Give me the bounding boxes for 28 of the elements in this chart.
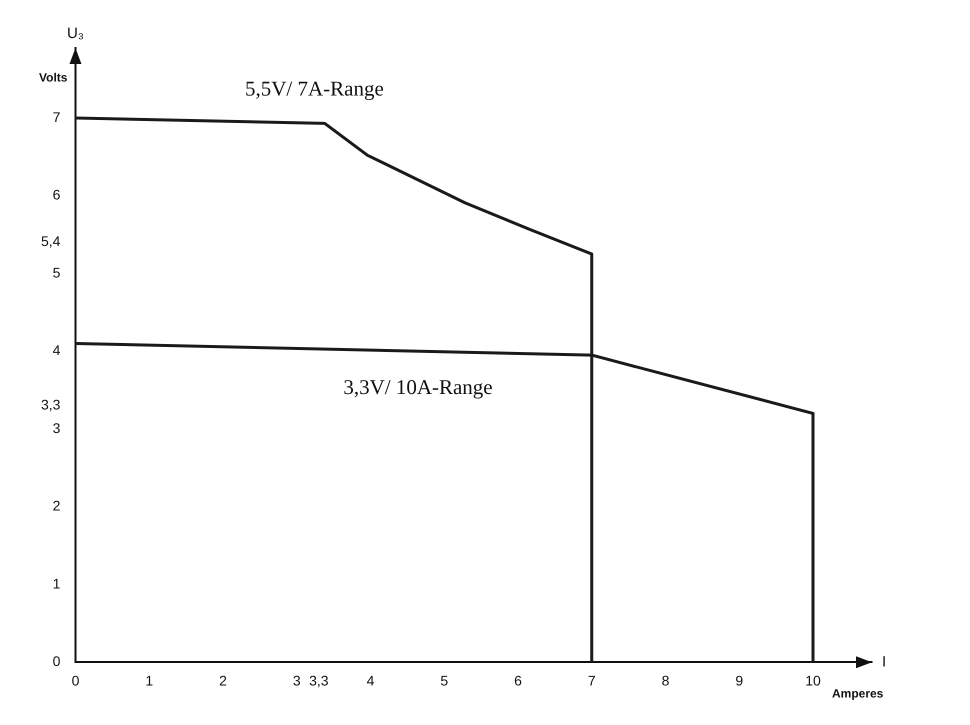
x-tick-label: 10 <box>805 672 821 688</box>
x-tick-label: 1 <box>145 672 154 688</box>
y-tick-label: 2 <box>52 498 61 514</box>
x-tick-label: 4 <box>366 672 375 688</box>
x-tick-label: 6 <box>514 672 522 688</box>
series-label: 5,5V/ 7A-Range <box>245 76 384 100</box>
y-tick-label: 4 <box>52 342 61 358</box>
x-tick-label: 9 <box>735 672 744 688</box>
x-axis-title: I <box>882 653 886 670</box>
y-axis-title: U₃ <box>66 25 84 42</box>
x-tick-label: 8 <box>662 672 670 688</box>
y-tick-label: 5,4 <box>40 233 61 250</box>
x-tick-label: 2 <box>219 672 228 688</box>
y-tick-label: 3 <box>52 420 61 436</box>
y-tick-label: 6 <box>52 186 61 203</box>
x-tick-label: 7 <box>588 672 596 688</box>
y-tick-label: 0 <box>52 653 61 670</box>
x-tick-label: 3,3 <box>309 672 329 688</box>
x-tick-label: 0 <box>72 672 80 688</box>
text: Amperes <box>832 686 884 701</box>
x-tick-label: 3 <box>292 672 301 688</box>
y-tick-label: 7 <box>52 108 61 125</box>
y-tick-label: 3,3 <box>40 396 61 412</box>
text: Volts <box>39 70 68 84</box>
y-tick-label: 1 <box>52 575 61 592</box>
series-label: 3,3V/ 10A-Range <box>343 374 493 399</box>
x-tick-label: 5 <box>440 672 448 688</box>
y-tick-label: 5 <box>52 264 61 280</box>
